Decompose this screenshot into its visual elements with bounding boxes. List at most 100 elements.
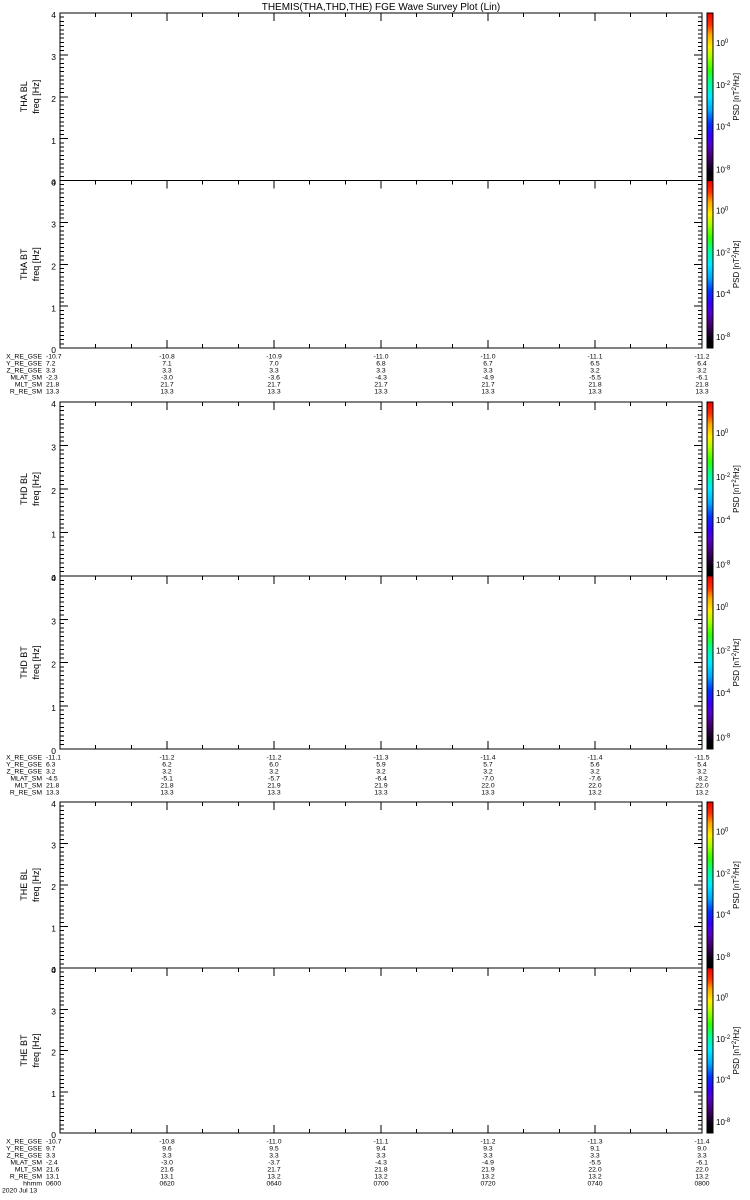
svg-text:6.4: 6.4 — [697, 361, 707, 368]
svg-text:1: 1 — [51, 924, 56, 934]
svg-text:-11.0: -11.0 — [481, 354, 496, 361]
svg-text:21.7: 21.7 — [160, 382, 173, 389]
svg-text:13.3: 13.3 — [46, 790, 59, 797]
svg-text:21.8: 21.8 — [46, 783, 59, 790]
svg-text:-11.1: -11.1 — [374, 1139, 389, 1146]
svg-text:-10.7: -10.7 — [46, 354, 62, 361]
svg-text:THA BL: THA BL — [19, 81, 29, 112]
svg-text:10-4: 10-4 — [716, 290, 731, 299]
svg-text:MLT_SM: MLT_SM — [15, 382, 42, 389]
svg-text:10-2: 10-2 — [716, 1035, 731, 1044]
svg-text:10-8: 10-8 — [716, 561, 731, 570]
svg-text:100: 100 — [716, 828, 729, 837]
svg-text:R_RE_SM: R_RE_SM — [10, 790, 42, 797]
svg-text:4: 4 — [51, 399, 56, 409]
svg-text:THD BT: THD BT — [19, 646, 29, 679]
svg-text:-8.2: -8.2 — [696, 776, 708, 783]
svg-text:3.2: 3.2 — [376, 769, 386, 776]
svg-text:-11.2: -11.2 — [695, 354, 710, 361]
svg-text:100: 100 — [716, 206, 729, 215]
svg-text:9.4: 9.4 — [376, 1146, 386, 1153]
svg-text:6.2: 6.2 — [162, 762, 172, 769]
svg-text:13.2: 13.2 — [695, 1174, 708, 1181]
svg-text:13.3: 13.3 — [267, 389, 280, 396]
svg-text:X_RE_GSE: X_RE_GSE — [6, 1139, 42, 1146]
svg-text:X_RE_GSE: X_RE_GSE — [6, 354, 42, 361]
svg-text:9.0: 9.0 — [697, 1146, 707, 1153]
svg-text:THD BL: THD BL — [19, 473, 29, 505]
svg-text:3.3: 3.3 — [697, 1153, 707, 1160]
svg-text:freq [Hz]: freq [Hz] — [31, 80, 41, 114]
svg-text:Z_RE_GSE: Z_RE_GSE — [6, 769, 42, 776]
svg-text:-4.5: -4.5 — [46, 776, 58, 783]
svg-text:-5.5: -5.5 — [589, 1160, 601, 1167]
svg-text:-11.2: -11.2 — [160, 755, 175, 762]
svg-text:-11.4: -11.4 — [695, 1139, 710, 1146]
svg-text:13.1: 13.1 — [160, 1174, 173, 1181]
svg-text:THA BT: THA BT — [19, 248, 29, 280]
svg-text:3.3: 3.3 — [483, 368, 493, 375]
svg-text:7.2: 7.2 — [46, 361, 56, 368]
svg-text:-2.3: -2.3 — [46, 375, 58, 382]
svg-text:0740: 0740 — [587, 1181, 602, 1188]
svg-text:MLT_SM: MLT_SM — [15, 1167, 42, 1174]
svg-text:22.0: 22.0 — [695, 1167, 708, 1174]
svg-text:6.0: 6.0 — [269, 762, 279, 769]
svg-text:3.2: 3.2 — [590, 368, 600, 375]
svg-text:13.2: 13.2 — [588, 790, 601, 797]
svg-text:Y_RE_GSE: Y_RE_GSE — [6, 762, 42, 769]
svg-text:Y_RE_GSE: Y_RE_GSE — [6, 1146, 42, 1153]
svg-text:21.7: 21.7 — [267, 382, 280, 389]
svg-text:-11.4: -11.4 — [588, 755, 603, 762]
svg-text:-11.4: -11.4 — [481, 755, 496, 762]
svg-text:22.0: 22.0 — [588, 783, 601, 790]
svg-text:-7.6: -7.6 — [589, 776, 601, 783]
svg-text:PSD [nT2/Hz]: PSD [nT2/Hz] — [732, 465, 741, 513]
svg-text:1: 1 — [51, 703, 56, 713]
svg-text:13.3: 13.3 — [588, 389, 601, 396]
svg-text:hhmm: hhmm — [23, 1181, 42, 1188]
svg-text:-3.6: -3.6 — [268, 375, 280, 382]
svg-text:22.0: 22.0 — [588, 1167, 601, 1174]
svg-text:13.3: 13.3 — [374, 790, 387, 797]
svg-text:-5.5: -5.5 — [589, 375, 601, 382]
svg-text:13.1: 13.1 — [46, 1174, 59, 1181]
svg-text:R_RE_SM: R_RE_SM — [10, 389, 42, 396]
svg-text:-4.3: -4.3 — [375, 375, 387, 382]
svg-text:1: 1 — [51, 136, 56, 146]
svg-text:1: 1 — [51, 530, 56, 540]
svg-text:5.7: 5.7 — [483, 762, 493, 769]
svg-text:2: 2 — [51, 486, 56, 496]
svg-text:3.2: 3.2 — [590, 769, 600, 776]
svg-text:10-2: 10-2 — [716, 81, 731, 90]
svg-text:1: 1 — [51, 1089, 56, 1099]
svg-text:10-4: 10-4 — [716, 910, 731, 919]
svg-text:-11.0: -11.0 — [374, 354, 389, 361]
svg-text:MLAT_SM: MLAT_SM — [10, 1160, 42, 1167]
svg-text:21.8: 21.8 — [695, 382, 708, 389]
svg-text:freq [Hz]: freq [Hz] — [31, 868, 41, 902]
svg-text:7.0: 7.0 — [269, 361, 279, 368]
svg-text:1: 1 — [51, 303, 56, 313]
svg-text:2: 2 — [51, 660, 56, 670]
svg-text:10-2: 10-2 — [716, 473, 731, 482]
svg-text:-3.0: -3.0 — [161, 375, 173, 382]
svg-text:2: 2 — [51, 94, 56, 104]
svg-text:22.0: 22.0 — [695, 783, 708, 790]
svg-text:-11.2: -11.2 — [267, 755, 282, 762]
svg-text:freq [Hz]: freq [Hz] — [31, 247, 41, 281]
svg-text:3.3: 3.3 — [269, 368, 279, 375]
svg-text:10-4: 10-4 — [716, 689, 731, 698]
svg-text:10-4: 10-4 — [716, 516, 731, 525]
svg-text:13.3: 13.3 — [160, 389, 173, 396]
svg-text:3.3: 3.3 — [269, 1153, 279, 1160]
svg-text:PSD [nT2/Hz]: PSD [nT2/Hz] — [732, 639, 741, 687]
svg-text:10-4: 10-4 — [716, 122, 731, 131]
svg-text:9.5: 9.5 — [269, 1146, 279, 1153]
svg-text:6.3: 6.3 — [46, 762, 56, 769]
svg-text:3.2: 3.2 — [269, 769, 279, 776]
svg-text:3.2: 3.2 — [162, 769, 172, 776]
svg-text:6.7: 6.7 — [483, 361, 493, 368]
svg-text:3.3: 3.3 — [376, 368, 386, 375]
svg-text:-5.1: -5.1 — [161, 776, 173, 783]
